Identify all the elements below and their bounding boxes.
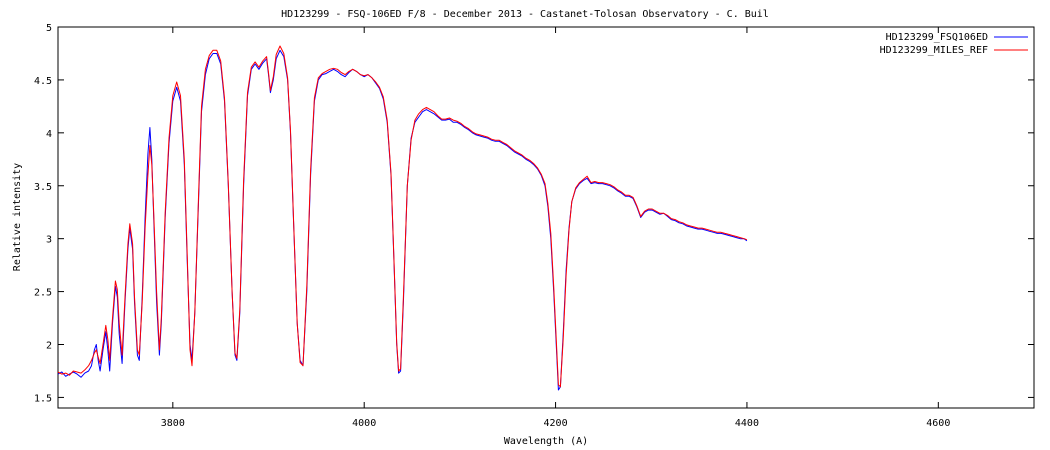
legend-label-miles-ref: HD123299_MILES_REF [880, 45, 988, 56]
legend-label-fsq106ed: HD123299_FSQ106ED [886, 32, 988, 43]
x-tick-label: 4000 [352, 418, 376, 429]
series-line-hd123299-miles-ref [57, 45, 748, 388]
y-axis-ticks: 1.5 2 2.5 3 3.5 4 4.5 5 [34, 23, 1034, 404]
y-tick-label: 4 [46, 129, 52, 140]
x-tick-label: 4400 [735, 418, 759, 429]
x-axis-label: Wavelength (A) [504, 436, 588, 447]
y-tick-label: 5 [46, 23, 52, 34]
y-axis-label: Relative intensity [12, 163, 23, 271]
y-tick-label: 2.5 [34, 288, 52, 299]
y-tick-label: 1.5 [34, 393, 52, 404]
y-tick-label: 4.5 [34, 76, 52, 87]
legend: HD123299_FSQ106ED HD123299_MILES_REF [880, 32, 1028, 56]
y-tick-label: 3.5 [34, 182, 52, 193]
y-tick-label: 3 [46, 235, 52, 246]
chart-title: HD123299 - FSQ-106ED F/8 - December 2013… [281, 9, 769, 20]
series-line-hd123299-fsq106ed [57, 49, 748, 391]
plot-area-frame [57, 26, 1035, 409]
series-layer [57, 45, 748, 391]
x-tick-label: 3800 [161, 418, 185, 429]
y-tick-label: 2 [46, 341, 52, 352]
x-tick-label: 4600 [926, 418, 950, 429]
x-axis-ticks: 3800 4000 4200 4400 4600 [161, 27, 950, 429]
x-tick-label: 4200 [544, 418, 568, 429]
